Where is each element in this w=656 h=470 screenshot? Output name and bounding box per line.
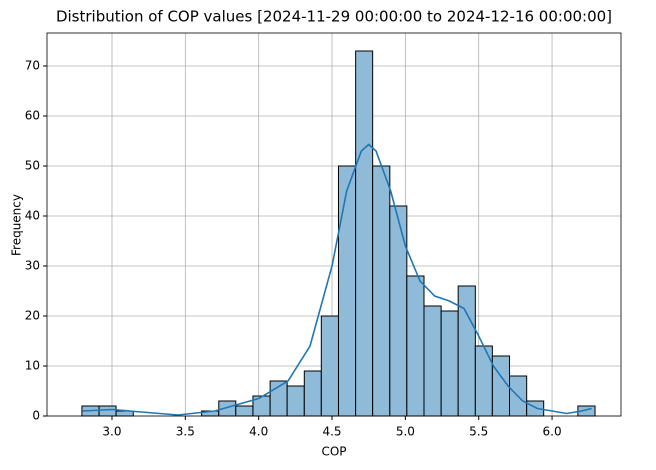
histogram-bar <box>355 50 374 417</box>
y-tick-label: 50 <box>25 159 40 173</box>
histogram-bar <box>98 405 117 417</box>
histogram-bar <box>423 305 442 417</box>
x-tick-label: 4.0 <box>249 425 268 439</box>
y-axis-label: Frequency <box>10 194 24 256</box>
y-tick-label: 40 <box>25 209 40 223</box>
histogram-bar <box>491 355 511 417</box>
histogram-bar <box>406 275 425 417</box>
histogram-bar <box>337 165 357 417</box>
y-tick-label: 0 <box>32 409 40 423</box>
y-tick-label: 70 <box>25 59 40 73</box>
histogram-bar <box>235 405 254 417</box>
histogram-bar <box>457 285 476 417</box>
x-tick-label: 4.5 <box>322 425 341 439</box>
y-tick-label: 30 <box>25 259 40 273</box>
x-axis-label: COP <box>321 445 346 459</box>
histogram-bar <box>286 385 305 417</box>
histogram-bar <box>474 345 493 417</box>
x-tick-label: 5.5 <box>469 425 488 439</box>
histogram-bar <box>372 165 391 417</box>
kde-line <box>82 143 592 416</box>
histogram-bar <box>320 315 339 417</box>
histogram-bar <box>440 310 459 417</box>
x-tick-label: 6.0 <box>543 425 562 439</box>
x-tick-label: 5.0 <box>396 425 415 439</box>
plot-frame <box>46 32 622 417</box>
chart-title: Distribution of COP values [2024-11-29 0… <box>56 8 612 26</box>
y-tick-label: 60 <box>25 109 40 123</box>
x-tick-label: 3.5 <box>176 425 195 439</box>
y-tick-label: 10 <box>25 359 40 373</box>
histogram-bar <box>303 370 322 417</box>
histogram-bar <box>389 205 408 417</box>
x-tick-label: 3.0 <box>102 425 121 439</box>
y-tick-label: 20 <box>25 309 40 323</box>
